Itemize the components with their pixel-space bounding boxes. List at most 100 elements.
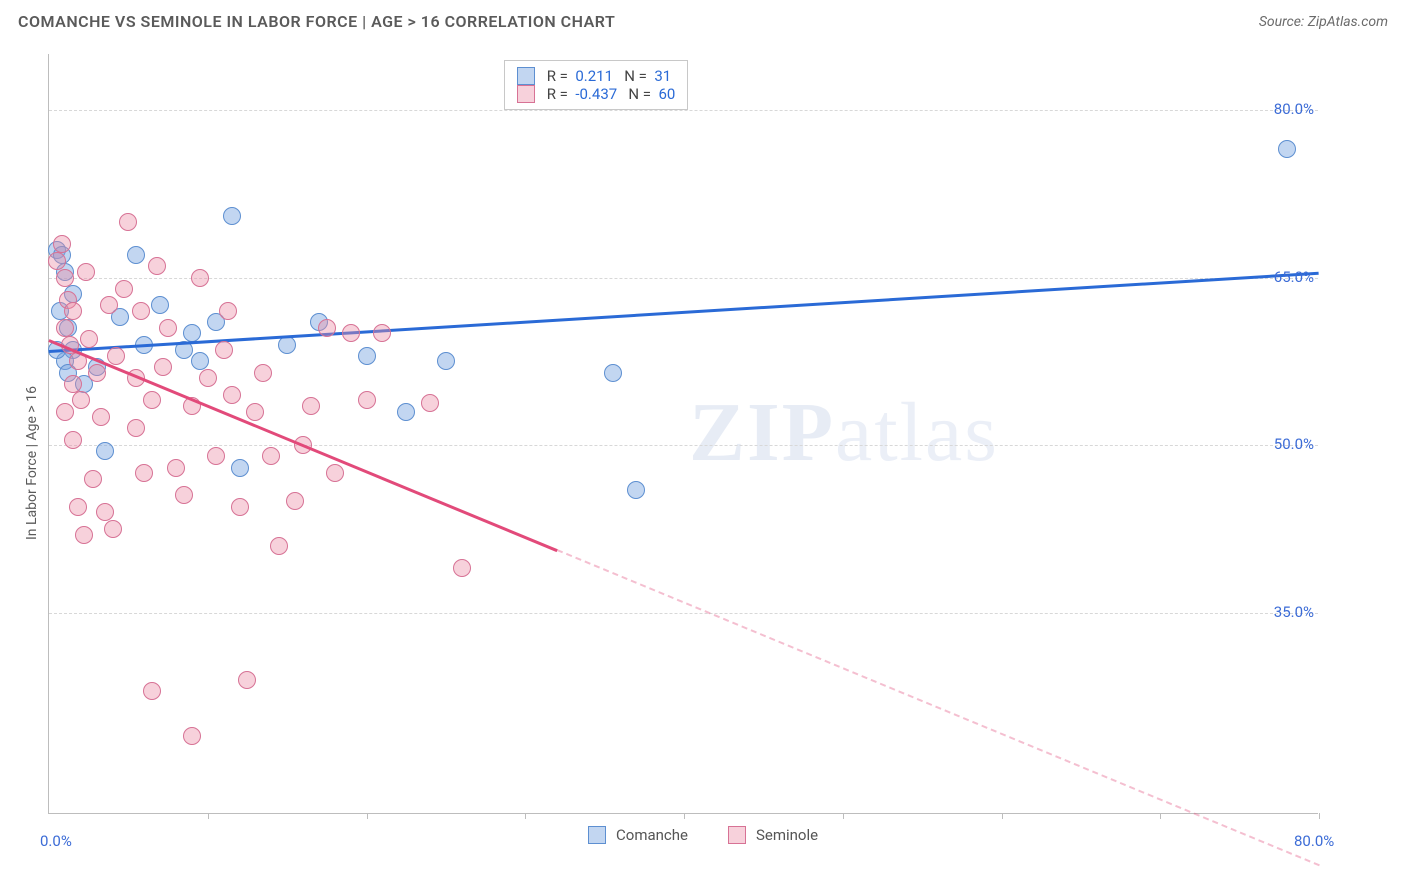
- data-point: [437, 352, 455, 370]
- legend-stats-row: R = 0.211 N = 31: [517, 67, 675, 85]
- data-point: [326, 464, 344, 482]
- watermark-light: atlas: [835, 386, 999, 479]
- data-point: [262, 447, 280, 465]
- data-point: [64, 375, 82, 393]
- data-point: [72, 391, 90, 409]
- data-point: [64, 431, 82, 449]
- legend-series-item: Seminole: [728, 826, 818, 844]
- data-point: [286, 492, 304, 510]
- data-point: [127, 419, 145, 437]
- legend-swatch: [728, 826, 746, 844]
- chart-title: COMANCHE VS SEMINOLE IN LABOR FORCE | AG…: [18, 12, 615, 31]
- data-point: [104, 520, 122, 538]
- legend-stats-text: R = 0.211 N = 31: [543, 67, 671, 85]
- data-point: [132, 302, 150, 320]
- data-point: [183, 324, 201, 342]
- data-point: [135, 464, 153, 482]
- data-point: [48, 252, 66, 270]
- data-point: [191, 352, 209, 370]
- data-point: [278, 336, 296, 354]
- gridline: [49, 278, 1318, 279]
- legend-swatch: [517, 85, 535, 103]
- data-point: [84, 470, 102, 488]
- x-axis-min-label: 0.0%: [40, 832, 72, 850]
- data-point: [159, 319, 177, 337]
- gridline: [49, 613, 1318, 614]
- data-point: [604, 364, 622, 382]
- legend-series-item: Comanche: [588, 826, 688, 844]
- data-point: [107, 347, 125, 365]
- chart-header: COMANCHE VS SEMINOLE IN LABOR FORCE | AG…: [0, 0, 1406, 37]
- data-point: [246, 403, 264, 421]
- data-point: [75, 526, 93, 544]
- data-point: [302, 397, 320, 415]
- data-point: [127, 246, 145, 264]
- data-point: [358, 391, 376, 409]
- data-point: [207, 447, 225, 465]
- legend-stats-row: R = -0.437 N = 60: [517, 85, 675, 103]
- data-point: [56, 403, 74, 421]
- source-credit: Source: ZipAtlas.com: [1259, 14, 1388, 30]
- data-point: [627, 481, 645, 499]
- correlation-legend: R = 0.211 N = 31 R = -0.437 N = 60: [504, 60, 688, 110]
- legend-swatch: [588, 826, 606, 844]
- data-point: [1278, 140, 1296, 158]
- data-point: [421, 394, 439, 412]
- data-point: [53, 235, 71, 253]
- scatter-chart: ZIPatlas R = 0.211 N = 31 R = -0.437 N =…: [48, 54, 1318, 814]
- data-point: [453, 559, 471, 577]
- data-point: [143, 682, 161, 700]
- data-point: [231, 459, 249, 477]
- legend-series-name: Seminole: [756, 826, 818, 844]
- data-point: [223, 386, 241, 404]
- data-point: [77, 263, 95, 281]
- data-point: [254, 364, 272, 382]
- x-axis-max-label: 80.0%: [1294, 832, 1334, 850]
- legend-series-name: Comanche: [616, 826, 688, 844]
- data-point: [154, 358, 172, 376]
- x-tick: [367, 813, 368, 819]
- data-point: [342, 324, 360, 342]
- gridline: [49, 445, 1318, 446]
- x-tick: [208, 813, 209, 819]
- data-point: [96, 503, 114, 521]
- x-tick: [843, 813, 844, 819]
- data-point: [270, 537, 288, 555]
- data-point: [215, 341, 233, 359]
- data-point: [223, 207, 241, 225]
- gridline: [49, 110, 1318, 111]
- x-tick: [1319, 813, 1320, 819]
- trend-line: [557, 549, 1320, 866]
- data-point: [115, 280, 133, 298]
- data-point: [231, 498, 249, 516]
- data-point: [183, 727, 201, 745]
- data-point: [167, 459, 185, 477]
- data-point: [219, 302, 237, 320]
- y-tick-label: 80.0%: [1258, 100, 1314, 118]
- data-point: [318, 319, 336, 337]
- data-point: [100, 296, 118, 314]
- data-point: [96, 442, 114, 460]
- data-point: [397, 403, 415, 421]
- data-point: [373, 324, 391, 342]
- x-tick: [684, 813, 685, 819]
- data-point: [92, 408, 110, 426]
- data-point: [143, 391, 161, 409]
- data-point: [69, 498, 87, 516]
- legend-swatch: [517, 67, 535, 85]
- data-point: [358, 347, 376, 365]
- data-point: [191, 269, 209, 287]
- y-axis-title: In Labor Force | Age > 16: [24, 386, 40, 540]
- x-tick: [1160, 813, 1161, 819]
- x-tick: [1002, 813, 1003, 819]
- data-point: [80, 330, 98, 348]
- data-point: [56, 319, 74, 337]
- legend-stats-text: R = -0.437 N = 60: [543, 85, 675, 103]
- trend-line: [49, 272, 1319, 353]
- x-tick: [525, 813, 526, 819]
- data-point: [56, 269, 74, 287]
- data-point: [64, 302, 82, 320]
- data-point: [151, 296, 169, 314]
- series-legend: Comanche Seminole: [588, 826, 818, 844]
- data-point: [175, 486, 193, 504]
